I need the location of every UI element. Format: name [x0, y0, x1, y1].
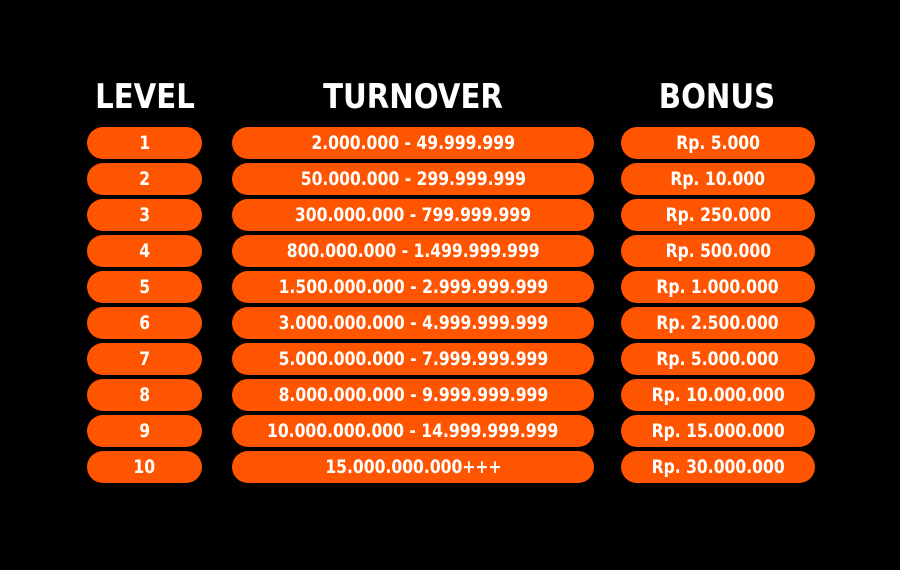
bonus-cell: Rp. 1.000.000	[621, 271, 815, 303]
turnover-header: TURNOVER	[323, 77, 503, 117]
turnover-value: 3.000.000.000 - 4.999.999.999	[278, 312, 548, 334]
bonus-value: Rp. 5.000.000	[656, 348, 780, 370]
level-cell: 10	[87, 451, 202, 483]
turnover-cell: 15.000.000.000+++	[232, 451, 594, 483]
level-value: 7	[139, 348, 150, 370]
level-cell: 7	[87, 343, 202, 375]
level-cell: 3	[87, 199, 202, 231]
bonus-cell: Rp. 5.000.000	[621, 343, 815, 375]
turnover-cell: 800.000.000 - 1.499.999.999	[232, 235, 594, 267]
turnover-cell: 50.000.000 - 299.999.999	[232, 163, 594, 195]
turnover-cell: 300.000.000 - 799.999.999	[232, 199, 594, 231]
level-value: 3	[139, 204, 150, 226]
level-cell: 5	[87, 271, 202, 303]
level-header: LEVEL	[95, 77, 195, 117]
level-cell: 9	[87, 415, 202, 447]
level-value: 2	[139, 168, 150, 190]
level-value: 8	[139, 384, 150, 406]
level-value: 5	[139, 276, 150, 298]
turnover-value: 5.000.000.000 - 7.999.999.999	[278, 348, 548, 370]
level-value: 4	[139, 240, 150, 262]
bonus-cell: Rp. 500.000	[621, 235, 815, 267]
turnover-cell: 3.000.000.000 - 4.999.999.999	[232, 307, 594, 339]
level-cell: 8	[87, 379, 202, 411]
level-cell: 1	[87, 127, 202, 159]
bonus-value: Rp. 15.000.000	[651, 420, 785, 442]
level-cell: 6	[87, 307, 202, 339]
level-column: 1 2 3 4 5 6 7 8 9 10	[87, 127, 202, 487]
bonus-value: Rp. 5.000	[676, 132, 760, 154]
turnover-value: 8.000.000.000 - 9.999.999.999	[278, 384, 548, 406]
bonus-cell: Rp. 5.000	[621, 127, 815, 159]
bonus-value: Rp. 2.500.000	[656, 312, 780, 334]
turnover-value: 2.000.000 - 49.999.999	[311, 132, 515, 154]
turnover-value: 800.000.000 - 1.499.999.999	[286, 240, 540, 262]
level-value: 10	[133, 456, 156, 478]
turnover-value: 10.000.000.000 - 14.999.999.999	[267, 420, 559, 442]
turnover-cell: 10.000.000.000 - 14.999.999.999	[232, 415, 594, 447]
bonus-cell: Rp. 15.000.000	[621, 415, 815, 447]
turnover-value: 15.000.000.000+++	[324, 456, 502, 478]
bonus-cell: Rp. 2.500.000	[621, 307, 815, 339]
level-value: 1	[139, 132, 150, 154]
bonus-cell: Rp. 250.000	[621, 199, 815, 231]
level-value: 6	[139, 312, 150, 334]
turnover-value: 300.000.000 - 799.999.999	[294, 204, 532, 226]
bonus-column: Rp. 5.000 Rp. 10.000 Rp. 250.000 Rp. 500…	[621, 127, 815, 487]
bonus-value: Rp. 250.000	[665, 204, 771, 226]
turnover-value: 1.500.000.000 - 2.999.999.999	[278, 276, 548, 298]
bonus-header: BONUS	[658, 77, 776, 117]
bonus-value: Rp. 500.000	[665, 240, 771, 262]
bonus-value: Rp. 10.000	[670, 168, 766, 190]
bonus-cell: Rp. 30.000.000	[621, 451, 815, 483]
level-cell: 4	[87, 235, 202, 267]
bonus-cell: Rp. 10.000.000	[621, 379, 815, 411]
turnover-cell: 5.000.000.000 - 7.999.999.999	[232, 343, 594, 375]
level-cell: 2	[87, 163, 202, 195]
turnover-cell: 2.000.000 - 49.999.999	[232, 127, 594, 159]
turnover-cell: 8.000.000.000 - 9.999.999.999	[232, 379, 594, 411]
turnover-value: 50.000.000 - 299.999.999	[300, 168, 526, 190]
level-value: 9	[139, 420, 150, 442]
bonus-cell: Rp. 10.000	[621, 163, 815, 195]
bonus-value: Rp. 1.000.000	[656, 276, 780, 298]
bonus-value: Rp. 30.000.000	[651, 456, 785, 478]
bonus-value: Rp. 10.000.000	[651, 384, 785, 406]
turnover-column: 2.000.000 - 49.999.999 50.000.000 - 299.…	[232, 127, 594, 487]
turnover-cell: 1.500.000.000 - 2.999.999.999	[232, 271, 594, 303]
